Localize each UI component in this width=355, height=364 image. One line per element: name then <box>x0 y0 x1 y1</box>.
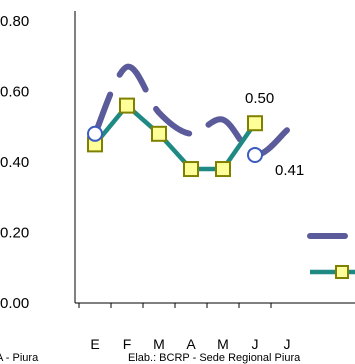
y-tick-label: 0.40 <box>0 154 29 171</box>
data-label: 0.41 <box>275 162 304 179</box>
data-label: 0.50 <box>245 90 274 107</box>
footer-left-text: A - Piura <box>0 352 39 364</box>
footer-right-text: Elab.: BCRP - Sede Regional Piura <box>128 352 301 364</box>
x-tick-label: M <box>217 336 229 352</box>
x-tick-label: J <box>284 336 291 352</box>
series-solid-line <box>93 103 257 172</box>
series-solid-marker <box>119 97 135 114</box>
footer: A - Piura Elab.: BCRP - Sede Regional Pi… <box>0 352 301 364</box>
series-solid-marker <box>215 161 231 178</box>
series-circle-marker <box>87 125 103 142</box>
data-labels: 0.50 0.41 <box>245 90 304 179</box>
legend-square-marker-sample <box>335 265 349 279</box>
series-solid-marker <box>247 115 263 132</box>
y-tick-label: 0.00 <box>0 295 29 312</box>
x-tick-label: J <box>252 336 259 352</box>
y-tick-label: 0.20 <box>0 225 29 242</box>
series-layer <box>87 63 290 178</box>
legend <box>307 233 355 279</box>
axes: 0.00 0.20 0.40 0.60 0.80 E F M A M J J <box>0 11 355 352</box>
y-tick-label: 0.60 <box>0 84 29 101</box>
x-tick-label: M <box>153 336 165 352</box>
x-tick-label: A <box>186 336 196 352</box>
x-tick-label: F <box>123 336 132 352</box>
y-tick-label: 0.80 <box>0 13 29 30</box>
series-circle-marker <box>247 146 263 163</box>
x-tick-label: E <box>90 336 99 352</box>
series-solid-marker <box>151 125 167 142</box>
series-solid-marker <box>183 161 199 178</box>
